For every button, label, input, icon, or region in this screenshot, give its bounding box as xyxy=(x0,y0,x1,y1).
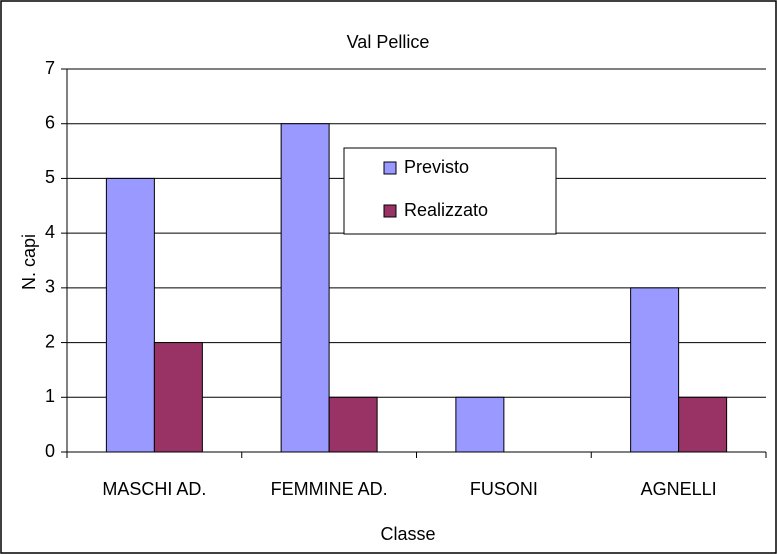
y-tick-label: 1 xyxy=(45,386,55,406)
bar xyxy=(280,123,330,453)
y-tick-label: 5 xyxy=(45,167,55,187)
x-tick-label: FEMMINE AD. xyxy=(270,479,388,499)
x-tick-label: MASCHI AD. xyxy=(102,479,207,499)
chart-title: Val Pellice xyxy=(347,32,430,52)
y-tick-label: 3 xyxy=(45,277,55,297)
y-tick-label: 2 xyxy=(45,331,55,351)
legend-label: Realizzato xyxy=(404,200,488,220)
y-tick-label: 4 xyxy=(45,222,55,242)
legend-swatch xyxy=(383,204,397,218)
x-axis-title: Classe xyxy=(380,524,435,544)
bar xyxy=(328,396,378,453)
y-axis-title: N. capi xyxy=(19,234,39,290)
legend xyxy=(343,147,557,235)
bar xyxy=(678,396,728,453)
bar xyxy=(105,177,155,453)
y-tick-label: 0 xyxy=(45,441,55,461)
bar xyxy=(153,342,203,453)
legend-label: Previsto xyxy=(404,157,469,177)
x-tick-label: FUSONI xyxy=(469,479,538,499)
bar xyxy=(455,396,505,453)
y-tick-label: 6 xyxy=(45,112,55,132)
bar xyxy=(630,287,680,453)
y-tick-label: 7 xyxy=(45,58,55,78)
legend-swatch xyxy=(383,161,397,175)
x-tick-label: AGNELLI xyxy=(640,479,717,499)
